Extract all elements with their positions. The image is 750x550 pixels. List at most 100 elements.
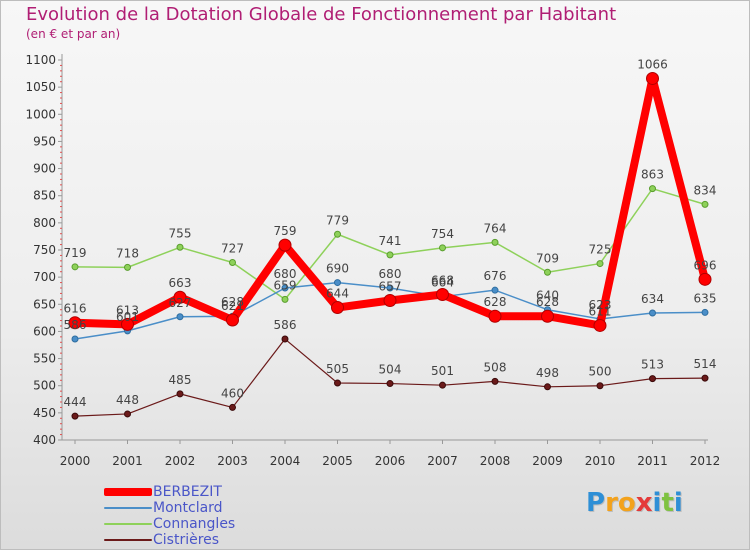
data-label-cistrieres: 501 [431, 364, 454, 378]
legend-label-connangles: Connangles [153, 516, 236, 532]
data-label-connangles: 718 [116, 246, 139, 260]
data-point-cistrieres [596, 382, 604, 390]
data-label-montclard: 601 [116, 310, 139, 324]
y-tick-label: 500 [33, 379, 56, 393]
y-tick-label: 550 [33, 352, 56, 366]
data-point-connangles [544, 268, 551, 276]
data-point-cistrieres [439, 381, 446, 389]
data-point-berbezit [331, 301, 344, 315]
x-tick-label: 2005 [322, 454, 353, 468]
x-tick-label: 2000 [60, 454, 91, 468]
y-tick-label: 900 [33, 162, 56, 176]
y-tick-label: 700 [33, 270, 56, 284]
data-point-berbezit [173, 290, 187, 304]
data-point-cistrieres [281, 335, 289, 343]
data-point-berbezit [593, 318, 607, 332]
data-point-berbezit [383, 293, 397, 307]
y-tick-label: 850 [33, 189, 56, 203]
chart-subtitle: (en € et par an) [26, 27, 121, 41]
data-label-berbezit: 616 [64, 302, 87, 316]
data-point-connangles [386, 251, 394, 259]
data-label-berbezit: 611 [589, 304, 612, 318]
data-point-montclard [334, 279, 341, 287]
data-point-montclard [386, 284, 394, 292]
data-point-montclard [649, 309, 656, 317]
data-point-connangles [71, 263, 79, 271]
data-point-berbezit [278, 238, 292, 252]
data-point-cistrieres [544, 383, 551, 391]
y-tick-label: 400 [33, 433, 56, 447]
legend-swatch-connangles [104, 523, 152, 525]
data-point-berbezit [488, 309, 502, 323]
y-tick-label: 600 [33, 324, 56, 338]
data-point-connangles [649, 185, 656, 193]
chart-title: Evolution de la Dotation Globale de Fonc… [26, 4, 617, 25]
x-tick-label: 2008 [480, 454, 511, 468]
data-label-montclard: 676 [484, 269, 507, 283]
data-label-montclard: 623 [589, 298, 612, 312]
data-point-connangles [334, 230, 341, 238]
data-point-cistrieres [71, 412, 79, 420]
data-point-connangles [701, 200, 709, 208]
data-label-berbezit: 628 [484, 295, 507, 309]
data-label-berbezit: 621 [221, 299, 244, 313]
x-tick-label: 2011 [637, 454, 668, 468]
data-point-cistrieres [701, 374, 709, 382]
data-point-cistrieres [176, 390, 184, 398]
data-label-berbezit: 668 [431, 274, 454, 288]
x-tick-label: 2004 [270, 454, 301, 468]
y-tick-label: 1000 [25, 107, 56, 121]
data-label-connangles: 754 [431, 227, 454, 241]
y-tick-label: 750 [33, 243, 56, 257]
data-point-berbezit [541, 309, 554, 323]
data-point-cistrieres [229, 403, 236, 411]
x-tick-label: 2002 [165, 454, 196, 468]
data-label-cistrieres: 514 [694, 357, 717, 371]
data-point-berbezit [68, 316, 82, 330]
data-label-connangles: 764 [484, 221, 507, 235]
data-label-montclard: 640 [536, 289, 559, 303]
x-tick-label: 2012 [690, 454, 721, 468]
proxiti-logo: Proxiti [586, 488, 683, 518]
data-point-montclard [491, 286, 499, 294]
y-tick-label: 1100 [25, 53, 56, 67]
data-label-cistrieres: 508 [484, 360, 507, 374]
data-label-montclard: 634 [641, 292, 664, 306]
x-tick-label: 2009 [532, 454, 563, 468]
legend-swatch-cistrieres [104, 539, 152, 541]
data-point-connangles [439, 244, 446, 252]
x-tick-label: 2007 [427, 454, 458, 468]
data-point-connangles [229, 258, 236, 266]
data-point-cistrieres [649, 375, 656, 383]
data-point-connangles [281, 295, 289, 303]
data-label-montclard: 628 [221, 295, 244, 309]
data-label-connangles: 725 [589, 243, 612, 257]
data-point-berbezit [646, 71, 659, 85]
data-point-berbezit [698, 272, 712, 286]
data-point-cistrieres [334, 379, 341, 387]
data-label-montclard: 627 [169, 296, 192, 310]
data-label-connangles: 863 [641, 168, 664, 182]
data-label-berbezit: 657 [379, 279, 402, 293]
data-label-montclard: 586 [64, 318, 87, 332]
data-point-berbezit [226, 313, 239, 327]
data-point-cistrieres [386, 380, 394, 388]
data-point-connangles [596, 260, 604, 268]
data-label-connangles: 741 [379, 234, 402, 248]
data-label-connangles: 779 [326, 213, 349, 227]
data-label-montclard: 664 [431, 276, 454, 290]
data-label-cistrieres: 500 [589, 365, 612, 379]
x-tick-label: 2001 [112, 454, 143, 468]
data-label-connangles: 659 [274, 278, 297, 292]
data-label-connangles: 719 [64, 246, 87, 260]
legend-swatch-berbezit [104, 488, 152, 496]
data-label-berbezit: 613 [116, 303, 139, 317]
data-label-cistrieres: 513 [641, 358, 664, 372]
data-label-connangles: 755 [169, 226, 192, 240]
data-label-berbezit: 759 [274, 224, 297, 238]
data-label-connangles: 834 [694, 183, 717, 197]
data-label-cistrieres: 460 [221, 386, 244, 400]
data-point-connangles [124, 263, 131, 271]
data-label-berbezit: 644 [326, 287, 349, 301]
